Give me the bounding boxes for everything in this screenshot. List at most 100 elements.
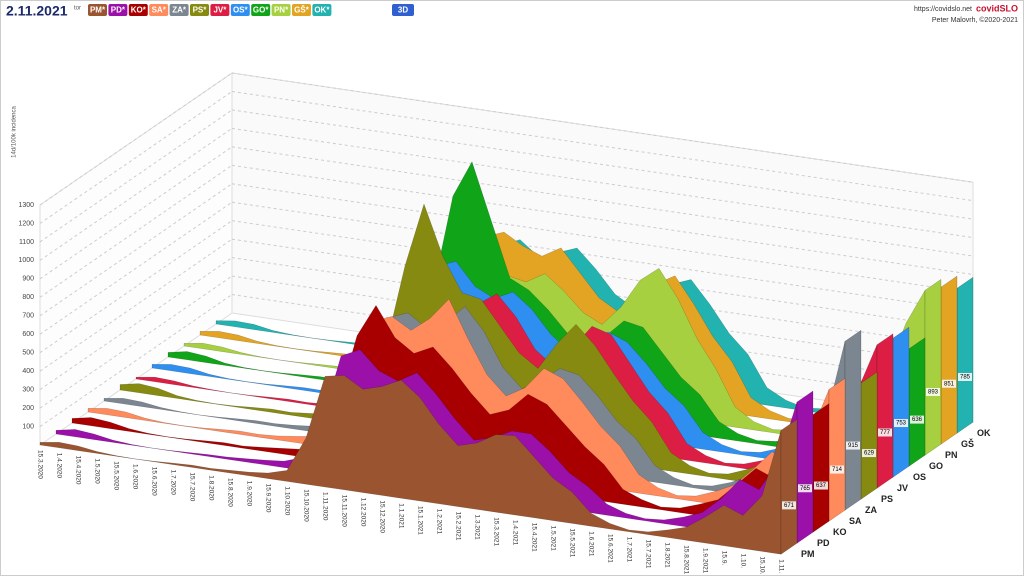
region-label: SA: [849, 516, 862, 526]
url[interactable]: https://covidslo.net: [914, 6, 972, 13]
region-button-bg[interactable]: [230, 4, 250, 16]
y-axis-label: 14d/100k incidenca: [12, 105, 18, 157]
value-label-bg: [942, 379, 956, 388]
region-button-bg[interactable]: [128, 4, 148, 16]
region-button-bg[interactable]: [271, 4, 291, 16]
y-tick-label: 1300: [18, 202, 34, 209]
value-label: 765: [800, 486, 811, 492]
x-tick-label: 15.3.2021: [492, 517, 499, 546]
y-tick-label: 200: [22, 405, 34, 412]
x-tick-label: 15.10.2020: [302, 489, 309, 522]
x-tick-label: 1.4.2021: [511, 520, 518, 546]
region-button-bg[interactable]: [210, 4, 230, 16]
region-button-bg[interactable]: [149, 4, 169, 16]
end-column: [908, 337, 926, 467]
x-tick-label: 15.9.: [720, 551, 727, 566]
region-button[interactable]: ZA*: [172, 6, 187, 15]
grid-line: [231, 72, 974, 183]
x-tick-label: 15.8.2021: [682, 545, 689, 574]
y-tick-label: 800: [22, 294, 34, 301]
region-button[interactable]: PM*: [90, 6, 106, 15]
y-tick-label: 400: [22, 368, 34, 375]
region-button[interactable]: KO*: [131, 6, 147, 15]
x-tick-label: 1.5.2021: [549, 526, 556, 552]
author: Peter Malovrh, ©2020-2021: [932, 16, 1018, 24]
region-label: GŠ: [961, 438, 974, 449]
x-tick-label: 1.9.2020: [245, 481, 252, 507]
region-label: PS: [881, 494, 893, 504]
grid-line: [39, 201, 233, 335]
x-tick-label: 15.11.2020: [340, 495, 347, 527]
region-button-bg[interactable]: [169, 4, 189, 16]
x-tick-label: 15.4.2021: [530, 523, 537, 552]
grid-line: [39, 72, 233, 206]
region-label: OS: [913, 472, 926, 482]
y-tick-label: 900: [22, 276, 34, 283]
y-tick-label: 1000: [18, 257, 34, 264]
region-buttons: PM* PD* KO* SA* ZA* PS* JV* OS* GO* PN* GŠ* OK*: [88, 4, 332, 16]
grid-line: [231, 146, 974, 257]
region-label: PD: [817, 538, 830, 548]
value-label-bg: [910, 415, 924, 424]
grid-line: [231, 127, 974, 239]
grid-line: [39, 91, 233, 224]
region-label: KO: [833, 527, 847, 537]
value-label: 637: [816, 483, 827, 489]
value-label: 777: [880, 430, 891, 436]
grid-line: [39, 127, 233, 261]
region-label: PN: [945, 450, 958, 460]
value-label-bg: [846, 441, 860, 450]
region-button[interactable]: SA*: [152, 6, 167, 15]
x-tick-label: 15.5.2021: [568, 528, 575, 557]
region-button[interactable]: PS*: [193, 6, 208, 15]
weekday: tor: [74, 6, 81, 12]
mode-button-bg[interactable]: [392, 4, 414, 16]
x-tick-label: 1.7.2020: [169, 470, 176, 496]
value-label-bg: [782, 501, 796, 510]
mode-button[interactable]: 3D: [398, 6, 408, 15]
x-tick-label: 15.7.2021: [644, 540, 651, 569]
end-column: [860, 371, 878, 500]
region-button[interactable]: GO*: [253, 6, 269, 15]
region-button[interactable]: OK*: [314, 6, 330, 15]
x-tick-label: 1.8.2021: [663, 542, 670, 568]
region-label: GO: [929, 461, 943, 471]
y-tick-label: 1200: [18, 220, 34, 227]
region-button-bg[interactable]: [88, 4, 107, 16]
grid-line: [231, 183, 974, 294]
x-tick-label: 1.7.2021: [625, 537, 632, 563]
grid-line: [231, 109, 974, 220]
end-column: [940, 275, 958, 445]
x-tick-label: 1.6.2021: [587, 531, 594, 557]
value-label-bg: [830, 465, 844, 474]
region-button[interactable]: PD*: [111, 6, 126, 15]
region-button[interactable]: OS*: [233, 6, 249, 15]
region-button-bg[interactable]: [312, 4, 332, 16]
value-label: 851: [944, 381, 955, 387]
grid-line: [39, 275, 233, 409]
region-button-bg[interactable]: [292, 4, 311, 16]
region-button-bg[interactable]: [251, 4, 271, 16]
grid-line: [39, 238, 233, 372]
region-button[interactable]: GŠ*: [294, 6, 310, 15]
x-tick-label: 15.4.2020: [74, 456, 81, 485]
grid-line: [231, 164, 974, 276]
region-button[interactable]: PN*: [274, 6, 289, 15]
y-tick-label: 600: [22, 331, 34, 338]
value-label: 893: [928, 390, 939, 396]
region-button[interactable]: JV*: [213, 6, 227, 15]
x-tick-label: 15.10.: [758, 556, 765, 574]
y-tick-label: 700: [22, 313, 34, 320]
x-tick-label: 1.5.2020: [93, 458, 100, 484]
region-label: ZA: [865, 505, 877, 515]
region-button-bg[interactable]: [108, 4, 128, 16]
region-button-bg[interactable]: [190, 4, 209, 16]
x-tick-label: 1.12.2020: [359, 498, 366, 527]
x-tick-label: 1.11.2020: [321, 492, 328, 521]
x-tick-label: 1.4.2020: [55, 453, 62, 479]
grid-line: [39, 220, 233, 354]
grid-line: [39, 109, 233, 243]
grid-line: [231, 90, 974, 202]
value-label-bg: [798, 484, 812, 493]
